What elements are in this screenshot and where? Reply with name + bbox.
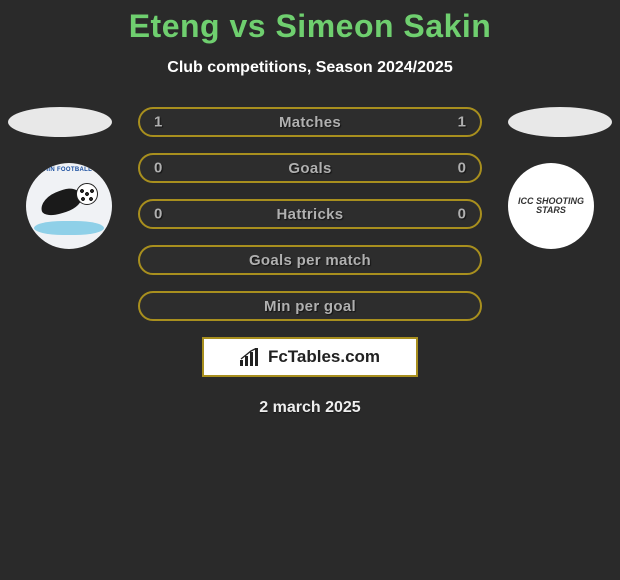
stat-right-value: 1 [458,114,466,131]
brand-box: FcTables.com [202,337,418,377]
right-badge-line2: SHOOTING STARS [536,196,584,215]
stat-row-min-per-goal: Min per goal [138,291,482,321]
brand-text: FcTables.com [268,347,380,367]
bar-chart-icon [240,348,262,366]
stat-label: Min per goal [264,298,356,315]
stat-label: Hattricks [277,206,344,223]
left-player-oval [8,107,112,137]
stat-row-matches: 1 Matches 1 [138,107,482,137]
right-player-oval [508,107,612,137]
stat-left-value: 0 [154,206,162,223]
subtitle: Club competitions, Season 2024/2025 [0,59,620,77]
page-title: Eteng vs Simeon Sakin [0,0,620,45]
stat-right-value: 0 [458,160,466,177]
comparison-block: PHIN FOOTBALL C ICC SHOOTING STARS 1 Mat… [0,107,620,417]
stat-label: Goals per match [249,252,371,269]
stat-label: Goals [288,160,331,177]
stat-left-value: 1 [154,114,162,131]
stat-left-value: 0 [154,160,162,177]
wave-icon [34,221,104,235]
left-badge-arc-text: PHIN FOOTBALL C [32,167,106,173]
stat-right-value: 0 [458,206,466,223]
right-badge-line1: ICC [518,196,534,206]
soccer-ball-icon [76,183,98,205]
stats-rows: 1 Matches 1 0 Goals 0 0 Hattricks 0 Goal… [138,107,482,321]
stat-row-hattricks: 0 Hattricks 0 [138,199,482,229]
right-team-badge: ICC SHOOTING STARS [508,163,594,249]
stat-label: Matches [279,114,341,131]
left-team-badge: PHIN FOOTBALL C [26,163,112,249]
stat-row-goals-per-match: Goals per match [138,245,482,275]
stat-row-goals: 0 Goals 0 [138,153,482,183]
match-date: 2 march 2025 [0,399,620,417]
